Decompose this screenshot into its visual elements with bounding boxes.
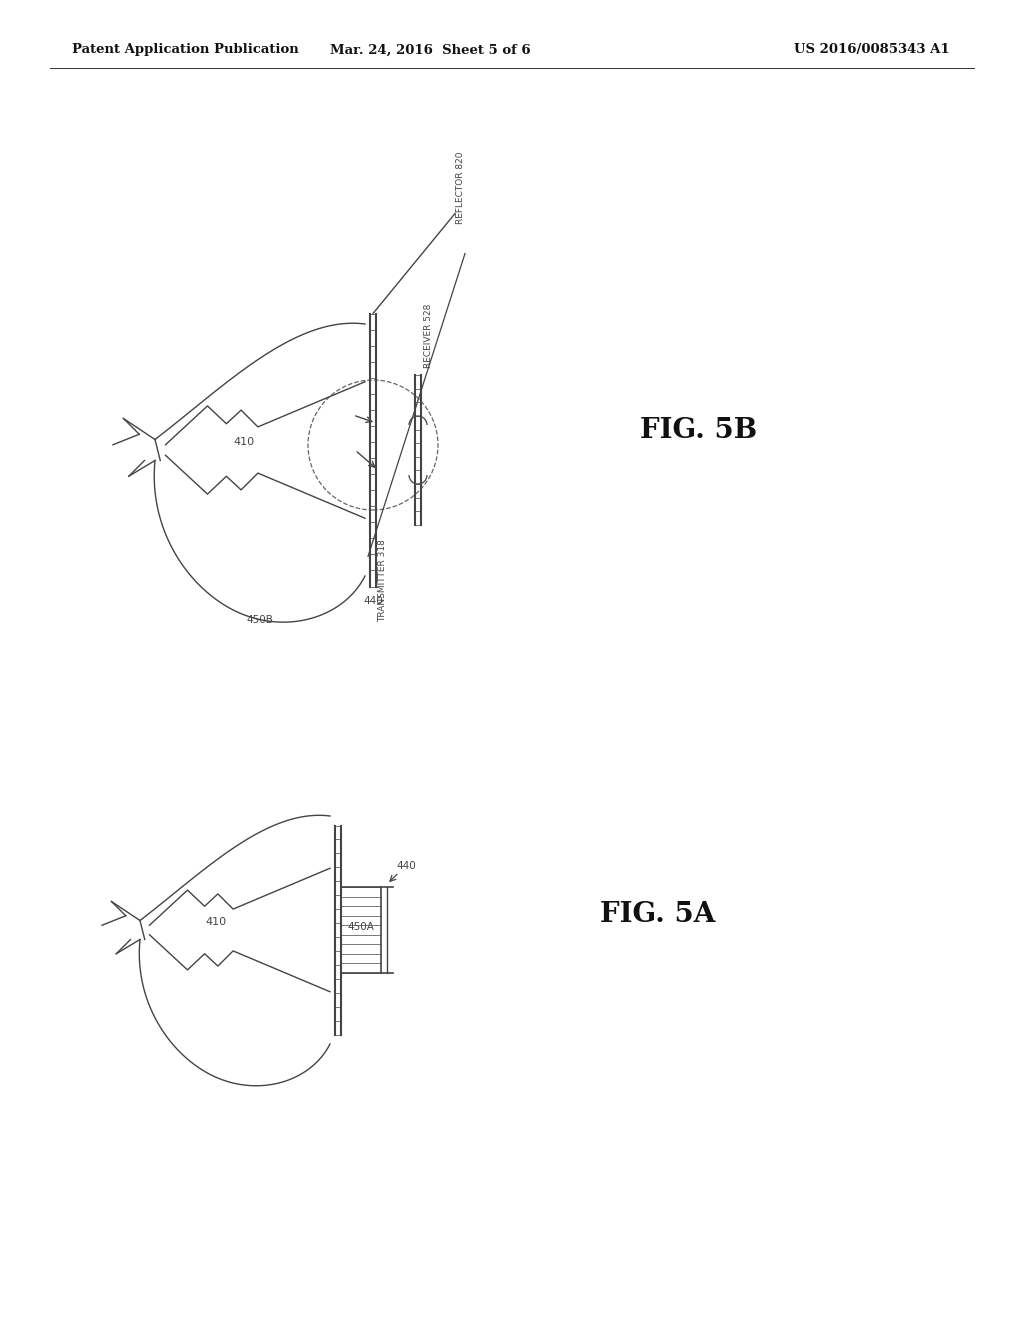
Text: US 2016/0085343 A1: US 2016/0085343 A1 <box>795 44 950 57</box>
Text: 440: 440 <box>396 861 416 871</box>
Text: Patent Application Publication: Patent Application Publication <box>72 44 299 57</box>
Text: 450B: 450B <box>247 615 273 626</box>
Text: TRANSMITTER 318: TRANSMITTER 318 <box>378 539 387 622</box>
Text: REFLECTOR 820: REFLECTOR 820 <box>456 150 465 223</box>
Text: 450A: 450A <box>347 921 375 932</box>
Text: Mar. 24, 2016  Sheet 5 of 6: Mar. 24, 2016 Sheet 5 of 6 <box>330 44 530 57</box>
Text: FIG. 5B: FIG. 5B <box>640 417 757 444</box>
Text: FIG. 5A: FIG. 5A <box>600 902 716 928</box>
Text: 410: 410 <box>206 917 226 927</box>
Text: 410: 410 <box>233 437 255 447</box>
Bar <box>341 887 381 973</box>
Text: 440: 440 <box>364 597 383 606</box>
Text: RECEIVER 528: RECEIVER 528 <box>424 304 433 368</box>
